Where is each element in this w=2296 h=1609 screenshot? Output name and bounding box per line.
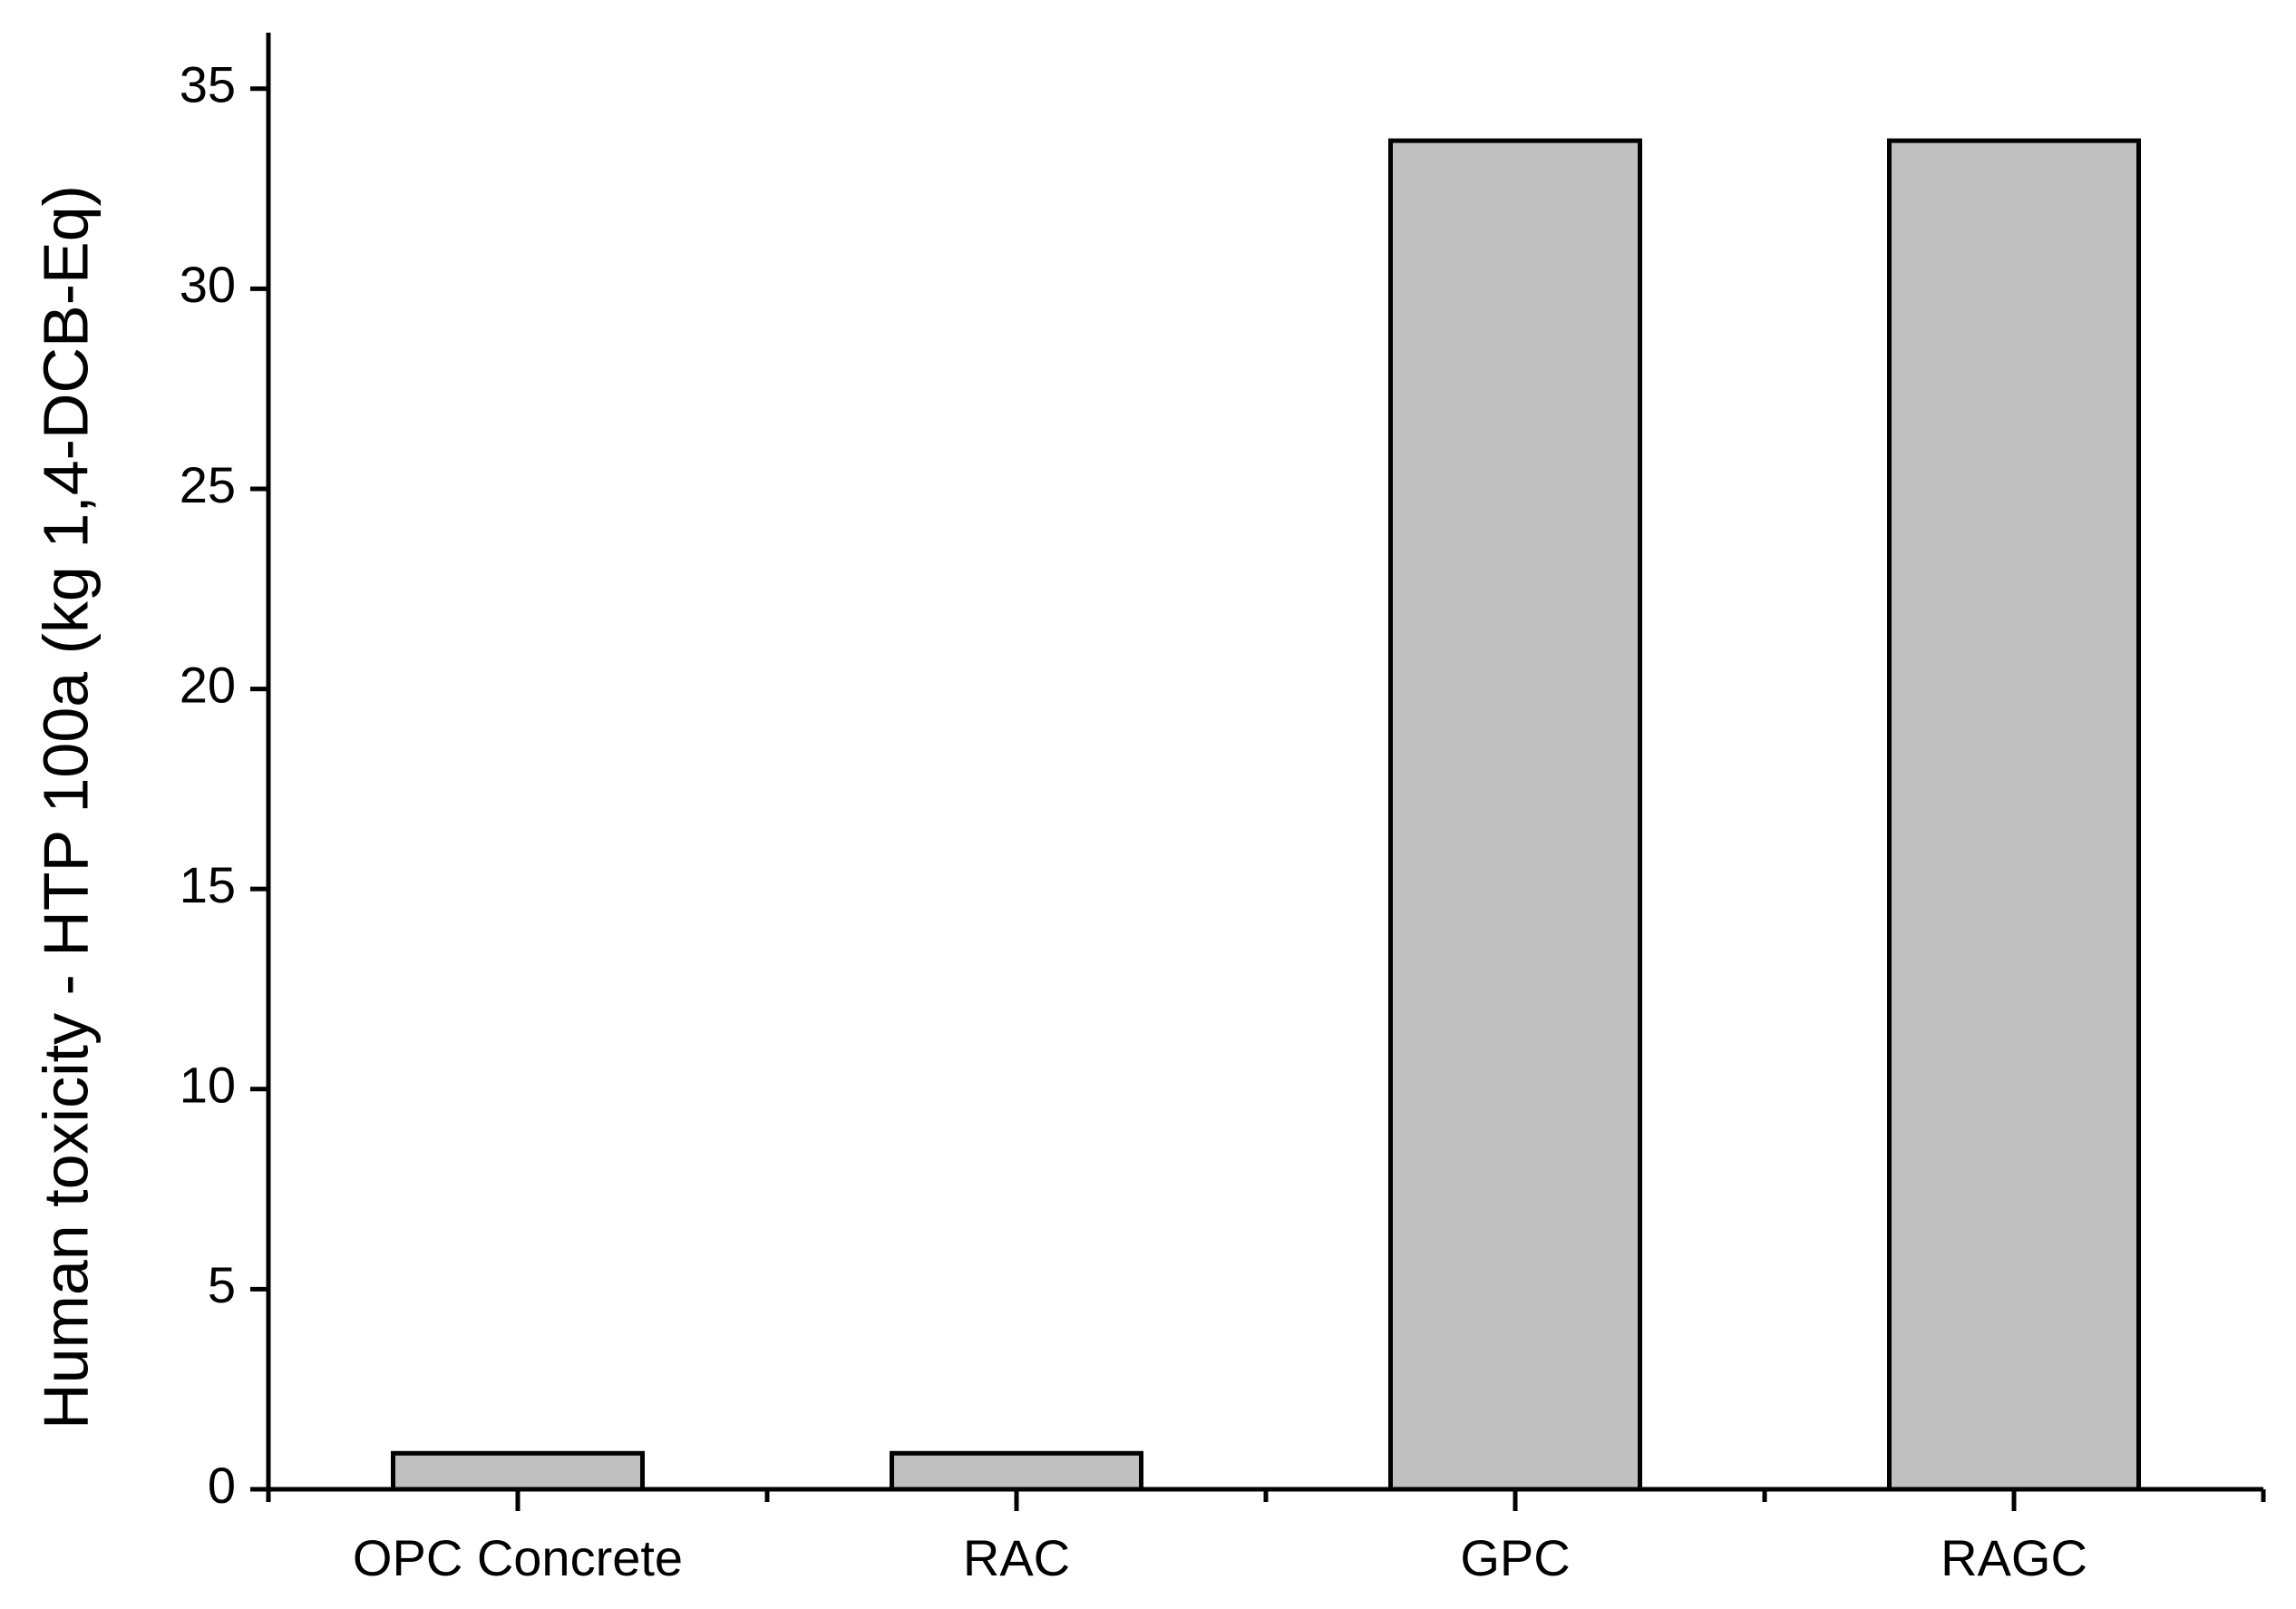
x-tick-label: GPC [1460, 1529, 1570, 1586]
y-tick-label: 30 [180, 256, 236, 313]
y-tick-label: 0 [208, 1457, 236, 1514]
x-tick-label: RAC [963, 1529, 1070, 1586]
y-tick-label: 20 [180, 656, 236, 713]
bar [890, 1450, 1143, 1492]
bar [1887, 138, 2141, 1492]
y-tick-label: 10 [180, 1057, 236, 1114]
x-tick-label: RAGC [1941, 1529, 2087, 1586]
y-tick-label: 15 [180, 856, 236, 913]
bar [391, 1450, 645, 1492]
y-tick-label: 35 [180, 56, 236, 113]
y-tick-label: 5 [208, 1256, 236, 1313]
y-axis-label: Human toxicity - HTP 100a (kg 1,4-DCB-Eq… [30, 185, 101, 1429]
bar [1388, 138, 1642, 1492]
x-tick-label: OPC Concrete [353, 1529, 683, 1586]
y-tick-label: 25 [180, 456, 236, 513]
